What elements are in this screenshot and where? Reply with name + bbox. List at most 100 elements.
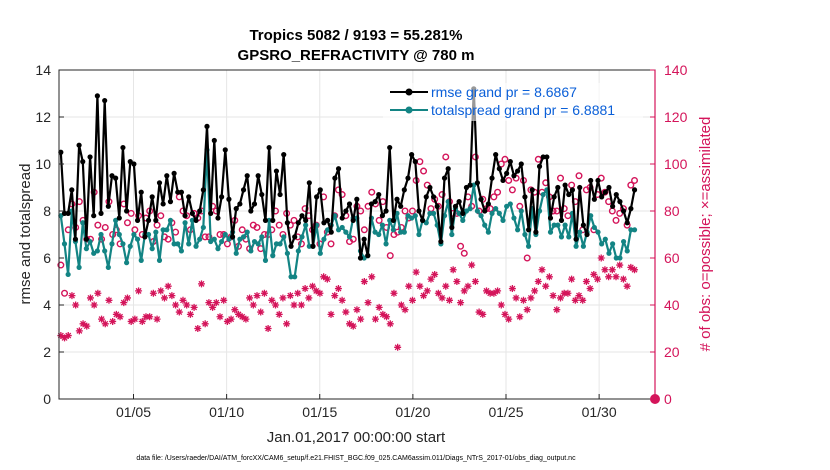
- obs-assimilated-point: [98, 315, 106, 323]
- rmse-point: [69, 187, 75, 193]
- totalspread-point: [120, 241, 126, 247]
- rmse-point: [460, 210, 466, 216]
- rmse-point: [208, 210, 214, 216]
- totalspread-point: [171, 241, 177, 247]
- totalspread-point: [624, 248, 630, 254]
- obs-assimilated-point: [531, 287, 539, 295]
- obs-assimilated-point: [383, 313, 391, 321]
- totalspread-point: [248, 248, 254, 254]
- y-tick-label-left: 14: [35, 62, 51, 78]
- obs-assimilated-point: [420, 292, 428, 300]
- y-tick-label-left: 4: [43, 297, 51, 313]
- obs-assimilated-point: [157, 287, 165, 295]
- obs-assimilated-point: [516, 313, 524, 321]
- obs-assimilated-point: [249, 301, 257, 309]
- obs-assimilated-point: [368, 273, 376, 281]
- obs-assimilated-point: [235, 310, 243, 318]
- y-axis-label-left: rmse and totalspread: [17, 164, 34, 305]
- totalspread-point: [182, 220, 188, 226]
- rmse-point: [412, 159, 418, 165]
- totalspread-point: [219, 238, 225, 245]
- rmse-point: [434, 203, 440, 209]
- obs-assimilated-point: [297, 301, 305, 309]
- rmse-point: [383, 208, 389, 214]
- rmse-point: [372, 199, 378, 205]
- obs-assimilated-point: [160, 294, 168, 302]
- obs-assimilated-point: [364, 299, 372, 307]
- obs-assimilated-point: [164, 282, 172, 290]
- obs-possible-point: [627, 181, 635, 189]
- totalspread-point: [591, 224, 597, 231]
- obs-assimilated-point: [153, 315, 161, 323]
- obs-possible-point: [57, 261, 65, 269]
- obs-assimilated-point: [301, 285, 309, 293]
- totalspread-line: [59, 148, 635, 278]
- obs-assimilated-point: [146, 313, 154, 321]
- totalspread-point: [167, 217, 174, 223]
- rmse-point: [504, 170, 510, 176]
- rmse-point: [624, 220, 630, 226]
- rmse-point: [394, 196, 400, 202]
- rmse-point: [259, 191, 265, 198]
- rmse-point: [124, 208, 130, 214]
- obs-possible-point: [494, 188, 502, 196]
- rmse-point: [631, 187, 638, 193]
- obs-assimilated-point: [205, 299, 213, 307]
- rmse-line: [59, 87, 636, 260]
- rmse-point: [467, 182, 473, 188]
- totalspread-point: [299, 234, 305, 240]
- obs-possible-point: [575, 172, 583, 180]
- totalspread-point: [233, 250, 239, 256]
- obs-assimilated-point: [123, 294, 131, 302]
- totalspread-point: [631, 227, 638, 233]
- rmse-point: [91, 213, 97, 219]
- rmse-point: [628, 206, 634, 212]
- obs-assimilated-point: [290, 301, 298, 309]
- legend: rmse grand pr = 8.6867 totalspread grand…: [383, 83, 643, 121]
- obs-possible-point: [631, 176, 639, 184]
- obs-possible-point: [368, 188, 376, 196]
- totalspread-point: [343, 229, 349, 235]
- totalspread-point: [116, 231, 122, 238]
- obs-assimilated-point: [416, 282, 424, 290]
- obs-possible-point: [612, 216, 620, 224]
- rmse-point: [390, 217, 396, 223]
- rmse-point: [80, 159, 86, 165]
- obs-assimilated-point: [423, 287, 431, 295]
- totalspread-point: [620, 238, 627, 245]
- obs-assimilated-point: [260, 289, 268, 297]
- obs-possible-point: [386, 252, 394, 260]
- rmse-point: [189, 210, 195, 216]
- rmse-point: [416, 208, 422, 214]
- obs-assimilated-point: [223, 317, 231, 325]
- obs-possible-point: [157, 212, 165, 220]
- totalspread-point: [94, 248, 100, 254]
- rmse-point: [204, 123, 210, 129]
- rmse-point: [222, 147, 228, 153]
- rmse-point: [332, 175, 338, 181]
- totalspread-point: [599, 241, 605, 247]
- obs-assimilated-point: [545, 273, 553, 281]
- totalspread-point: [430, 210, 437, 216]
- obs-assimilated-point: [279, 294, 287, 302]
- plot-series: [57, 86, 639, 351]
- totalspread-point: [610, 241, 616, 247]
- obs-assimilated-point: [220, 296, 228, 304]
- rmse-point: [343, 208, 349, 214]
- rmse-point: [215, 215, 221, 221]
- obs-assimilated-point: [379, 310, 387, 318]
- totalspread-point: [281, 234, 287, 240]
- totalspread-point: [536, 208, 543, 214]
- obs-assimilated-point: [109, 317, 117, 325]
- totalspread-point: [449, 231, 455, 238]
- totalspread-point: [577, 229, 583, 235]
- legend-marker-totalspread: [405, 106, 413, 114]
- rmse-point: [405, 175, 411, 181]
- obs-assimilated-point: [209, 303, 217, 311]
- obs-possible-point: [253, 223, 261, 231]
- rmse-point: [588, 177, 594, 184]
- totalspread-point: [193, 243, 199, 249]
- obs-assimilated-point: [246, 294, 254, 302]
- obs-assimilated-point: [553, 306, 561, 314]
- obs-assimilated-point: [582, 278, 590, 285]
